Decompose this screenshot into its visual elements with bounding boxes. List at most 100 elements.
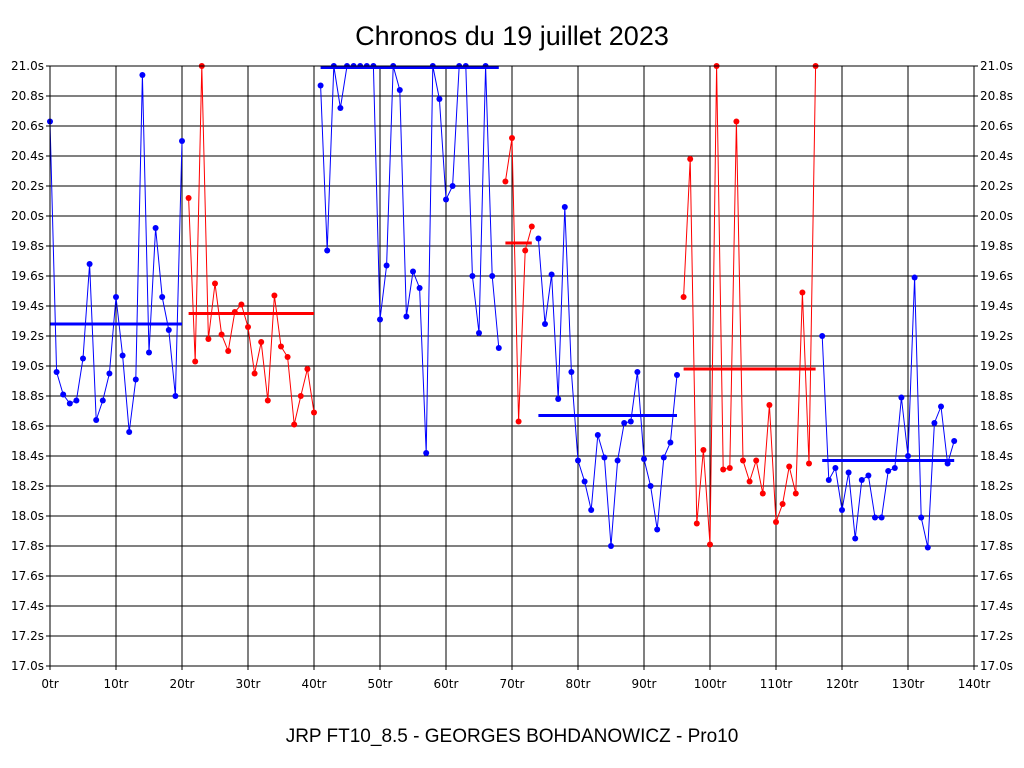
lap-point	[707, 541, 713, 548]
lap-point	[641, 456, 647, 462]
lap-point	[258, 339, 265, 345]
lap-point	[238, 301, 245, 308]
y-tick-label-left: 17.6s	[11, 569, 44, 583]
y-tick-label-right: 19.2s	[980, 329, 1013, 343]
y-tick-label-right: 20.4s	[980, 149, 1013, 163]
lap-point	[885, 468, 892, 474]
lap-point	[205, 336, 212, 342]
lap-point	[152, 225, 159, 231]
lap-point	[905, 453, 911, 459]
lap-point	[779, 501, 786, 507]
lap-point	[865, 472, 872, 479]
lap-point	[542, 321, 548, 327]
x-tick-label: 130tr	[892, 677, 925, 691]
y-tick-label-left: 20.8s	[11, 89, 44, 103]
lap-point	[938, 403, 944, 410]
lap-point	[53, 369, 60, 375]
lap-point	[132, 376, 139, 383]
y-tick-label-left: 20.4s	[11, 149, 44, 163]
x-tick-label: 50tr	[368, 677, 393, 691]
x-tick-label: 70tr	[500, 677, 525, 691]
lap-point	[179, 138, 185, 144]
lap-point	[495, 345, 502, 351]
lap-point	[311, 409, 317, 416]
chart-title: Chronos du 19 juillet 2023	[355, 21, 669, 51]
y-tick-label-right: 18.4s	[980, 449, 1013, 463]
lap-point	[113, 294, 119, 300]
lap-point	[944, 460, 951, 467]
lap-point	[66, 400, 73, 407]
lap-point	[278, 343, 284, 350]
lap-point	[786, 463, 793, 470]
lap-point	[264, 397, 271, 404]
y-tick-label-left: 17.0s	[11, 659, 44, 673]
lap-point	[416, 285, 423, 291]
lap-point	[469, 273, 476, 279]
lap-point	[119, 352, 126, 359]
lap-point	[740, 457, 746, 464]
lap-point	[73, 397, 80, 404]
lap-point	[139, 72, 146, 78]
lap-point	[403, 313, 410, 320]
lap-point	[680, 294, 687, 300]
lap-point	[535, 235, 542, 242]
y-tick-label-right: 20.2s	[980, 179, 1013, 193]
lap-point	[839, 507, 845, 513]
y-tick-label-left: 18.6s	[11, 419, 44, 433]
lap-point	[700, 447, 707, 453]
y-tick-label-left: 20.6s	[11, 119, 44, 133]
x-tick-label: 110tr	[760, 677, 793, 691]
y-tick-label-right: 21.0s	[980, 59, 1013, 73]
lap-point	[251, 370, 258, 377]
lap-point	[449, 183, 456, 189]
lap-point	[126, 429, 133, 435]
lap-point	[634, 369, 641, 375]
lap-point	[218, 331, 225, 338]
lap-point	[502, 178, 509, 185]
y-tick-label-left: 18.8s	[11, 389, 44, 403]
lap-point	[753, 457, 760, 464]
lap-point	[555, 396, 562, 402]
plot-frame	[49, 65, 975, 667]
lap-point	[304, 366, 311, 372]
x-tick-label: 140tr	[958, 677, 991, 691]
lap-point	[918, 514, 925, 521]
y-tick-label-right: 20.0s	[980, 209, 1013, 223]
y-tick-label-left: 19.6s	[11, 269, 44, 283]
lap-point	[667, 439, 674, 446]
lap-point	[627, 418, 634, 425]
lap-point	[588, 507, 595, 513]
y-tick-label-right: 19.8s	[980, 239, 1013, 253]
lap-point	[614, 457, 621, 464]
data-points	[47, 63, 958, 551]
lap-point	[60, 391, 67, 398]
lap-point	[891, 465, 898, 471]
y-tick-label-right: 17.6s	[980, 569, 1013, 583]
lap-point	[845, 469, 852, 476]
lap-time-line	[537, 206, 678, 547]
lap-point	[377, 316, 383, 323]
y-tick-label-right: 17.4s	[980, 599, 1013, 613]
lap-point	[383, 262, 390, 269]
x-tick-label: 60tr	[434, 677, 459, 691]
x-tick-label: 0tr	[41, 677, 58, 691]
lap-point	[159, 294, 166, 300]
lap-point	[792, 490, 799, 497]
y-tick-label-left: 21.0s	[11, 59, 44, 73]
y-tick-label-left: 17.4s	[11, 599, 44, 613]
lap-point	[548, 271, 555, 278]
lap-point	[660, 454, 667, 461]
lap-point	[245, 324, 251, 330]
lap-point	[291, 421, 298, 428]
lap-point	[687, 156, 694, 162]
axes: 0tr 10tr 20tr 30tr 40tr 50tr 60tr 70tr 80tr 90tr 1…	[11, 59, 1013, 691]
lap-point	[746, 478, 753, 485]
y-tick-label-left: 19.4s	[11, 299, 44, 313]
lap-point	[674, 372, 680, 378]
lap-point	[825, 477, 832, 483]
lap-point	[693, 520, 700, 527]
lap-point	[726, 465, 733, 471]
y-tick-label-left: 18.2s	[11, 479, 44, 493]
